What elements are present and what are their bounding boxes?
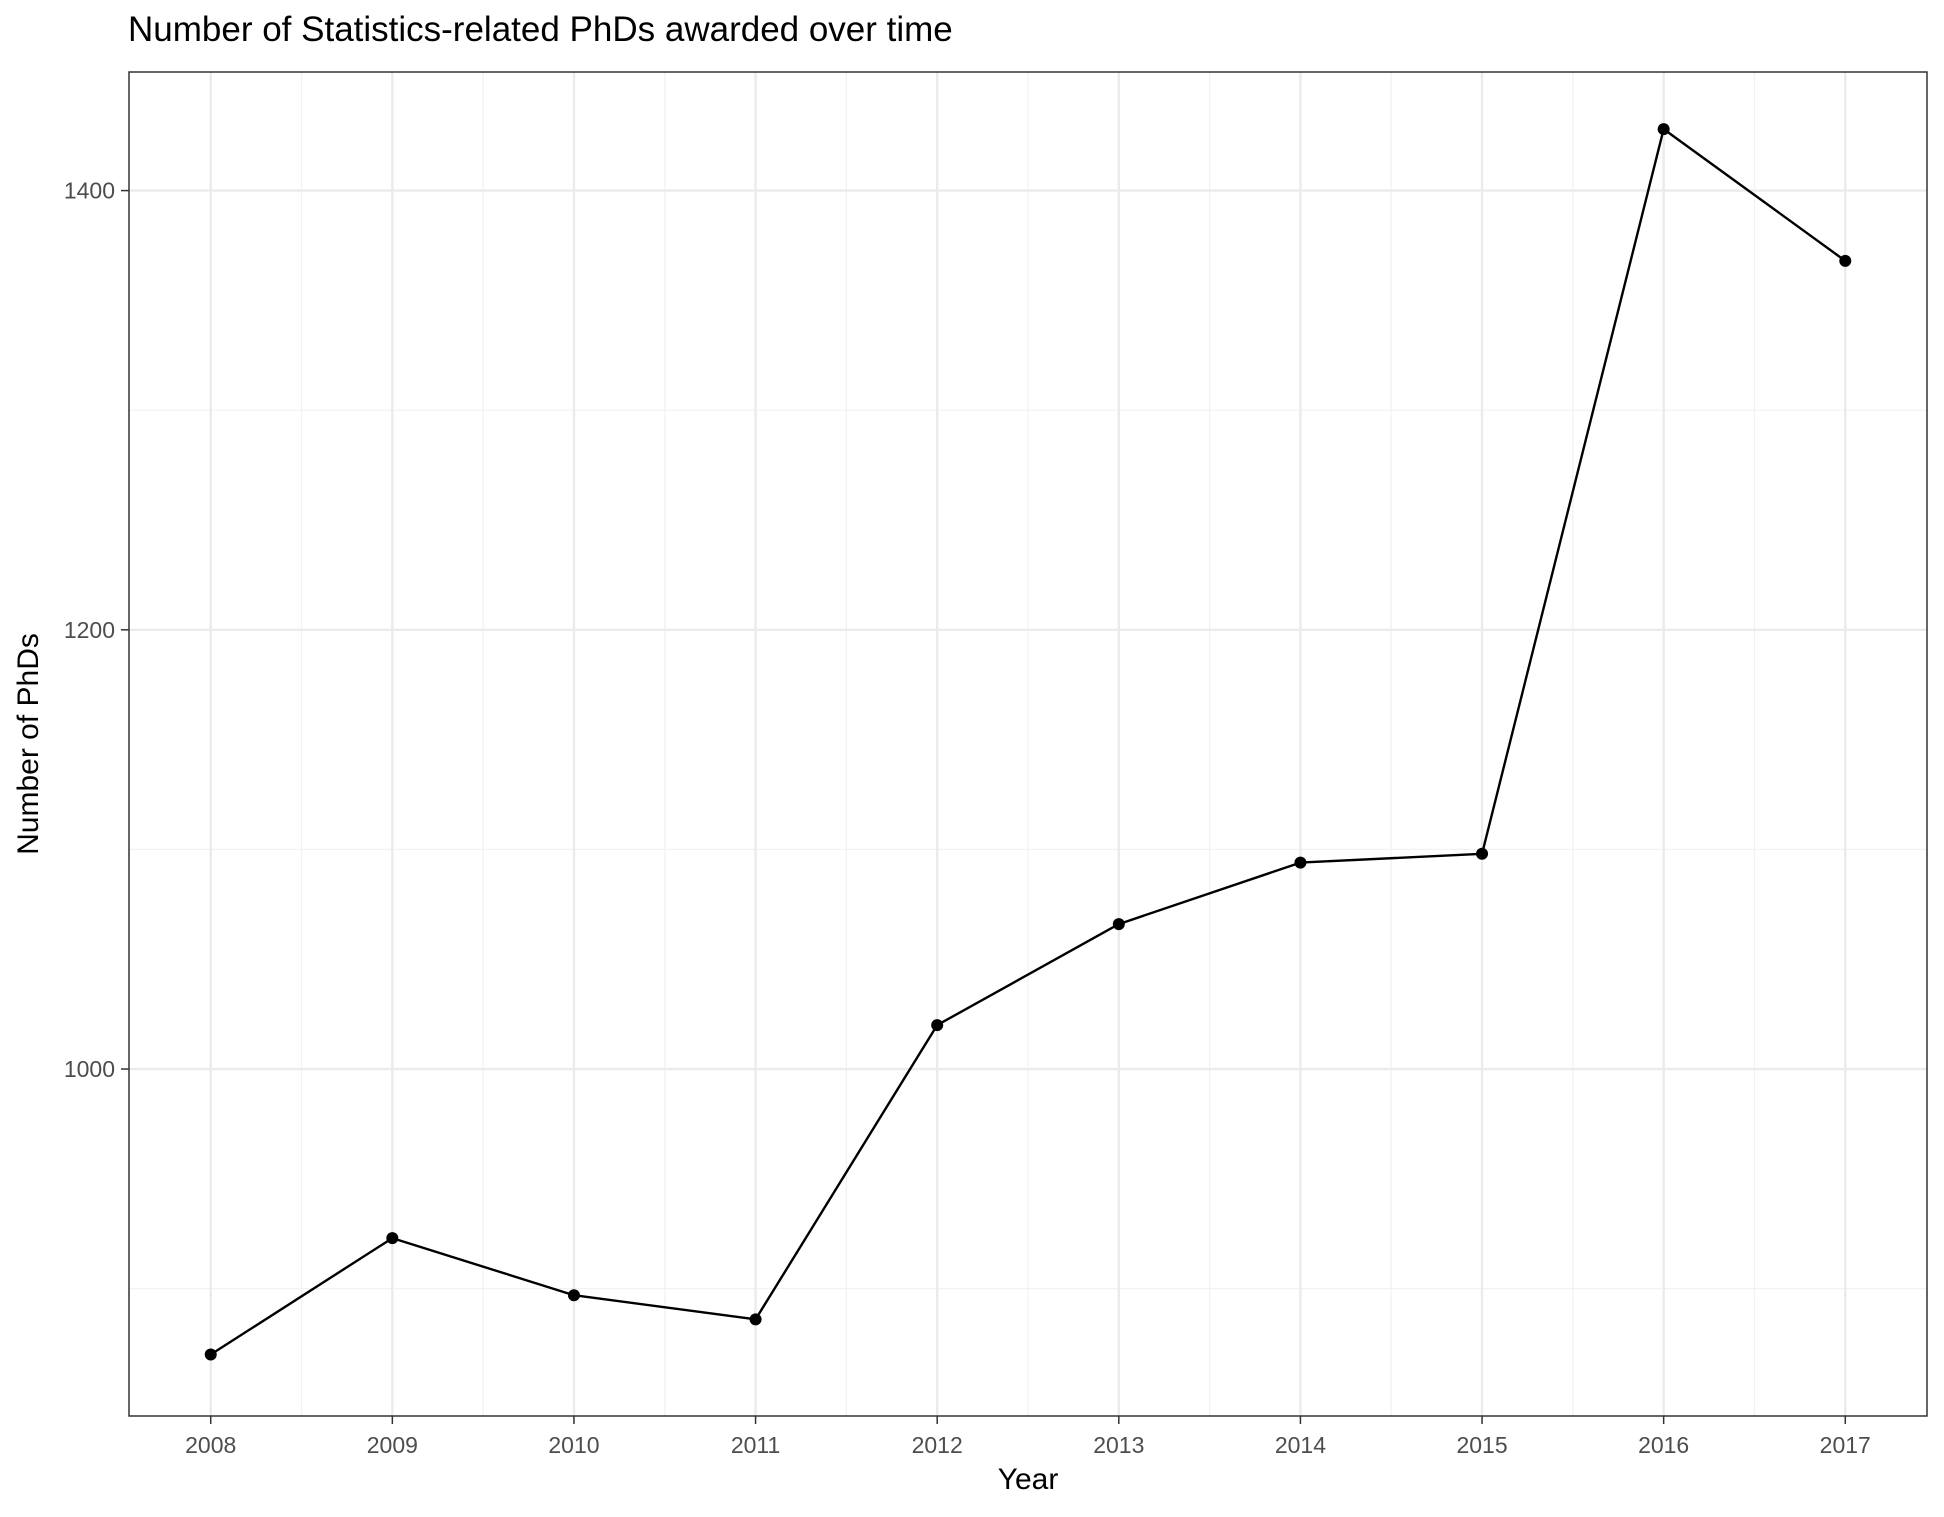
grid bbox=[129, 72, 1927, 1416]
x-axis-title: Year bbox=[998, 1463, 1059, 1496]
series-layer bbox=[204, 123, 1852, 1361]
x-tick-label: 2015 bbox=[1456, 1432, 1507, 1458]
data-point bbox=[204, 1348, 217, 1361]
data-point bbox=[386, 1232, 399, 1245]
y-axis-title: Number of PhDs bbox=[12, 633, 45, 855]
panel-border bbox=[128, 71, 1928, 1417]
x-tick-label: 2011 bbox=[731, 1432, 780, 1458]
y-tick-label: 1000 bbox=[64, 1056, 115, 1082]
data-point bbox=[1294, 856, 1307, 869]
data-point bbox=[567, 1289, 580, 1302]
data-point bbox=[931, 1019, 944, 1032]
x-tick-label: 2009 bbox=[367, 1432, 418, 1458]
data-point bbox=[1112, 918, 1125, 931]
chart-title: Number of Statistics-related PhDs awarde… bbox=[128, 10, 953, 49]
x-tick-label: 2010 bbox=[548, 1432, 599, 1458]
axes: 2008 2009 2010 2011 2012 2013 2014 2015 2016 2017… bbox=[64, 178, 1871, 1458]
x-tick-label: 2013 bbox=[1093, 1432, 1144, 1458]
x-tick-label: 2017 bbox=[1820, 1432, 1871, 1458]
x-tick-label: 2016 bbox=[1638, 1432, 1689, 1458]
y-tick-label: 1200 bbox=[64, 617, 115, 643]
data-point bbox=[1839, 254, 1852, 267]
y-tick-label: 1400 bbox=[64, 178, 115, 204]
data-point bbox=[749, 1313, 762, 1326]
series-line bbox=[210, 127, 1846, 1356]
x-tick-label: 2012 bbox=[912, 1432, 963, 1458]
data-point bbox=[1476, 847, 1489, 860]
x-tick-label: 2008 bbox=[185, 1432, 236, 1458]
x-tick-label: 2014 bbox=[1275, 1432, 1326, 1458]
data-point bbox=[1657, 123, 1670, 136]
